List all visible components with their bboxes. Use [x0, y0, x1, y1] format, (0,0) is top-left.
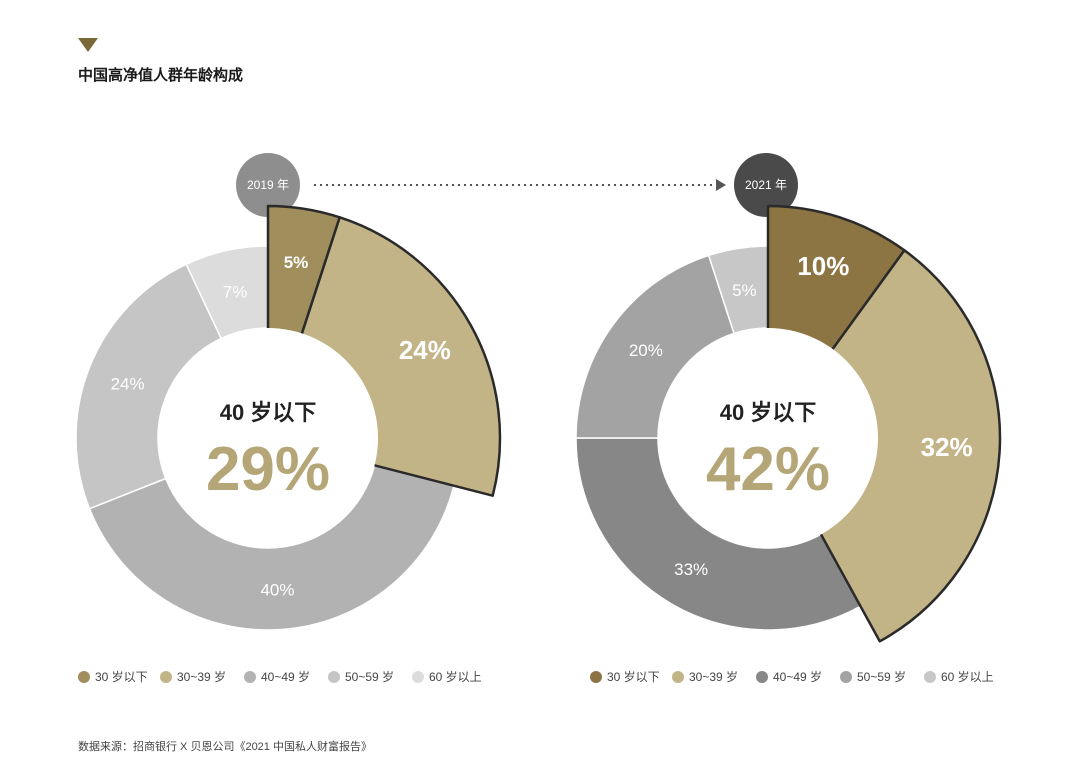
year-badge-2019	[236, 153, 300, 217]
slice-label-2021-4: 5%	[732, 281, 757, 300]
legend-2019: 30 岁以下 30~39 岁 40~49 岁 50~59 岁 60 岁以上	[78, 669, 482, 684]
donut-chart-2021: 10% 32% 33% 20% 5%	[575, 204, 1002, 643]
arrow-right-icon	[716, 179, 726, 191]
legend-label-1: 30~39 岁	[689, 669, 738, 684]
slice-label-2019-4: 7%	[223, 283, 248, 302]
legend-label-2: 40~49 岁	[773, 669, 822, 684]
pie-slice-2021-1	[766, 249, 1002, 643]
slice-label-2021-1: 32%	[921, 432, 973, 462]
legend-label-0: 30 岁以下	[607, 669, 660, 684]
triangle-marker-icon	[78, 38, 98, 52]
center-label-2021: 40 岁以下	[720, 400, 817, 425]
legend-label-1: 30~39 岁	[177, 669, 226, 684]
slice-label-2019-3: 24%	[111, 374, 145, 393]
legend-swatch-3	[328, 671, 340, 683]
center-value-2019: 29%	[206, 435, 330, 504]
legend-swatch-3	[840, 671, 852, 683]
legend-2021: 30 岁以下 30~39 岁 40~49 岁 50~59 岁 60 岁以上	[590, 669, 994, 684]
legend-swatch-4	[924, 671, 936, 683]
slice-label-2021-3: 20%	[629, 341, 663, 360]
legend-swatch-1	[672, 671, 684, 683]
year-label-2019: 2019 年	[247, 178, 289, 192]
slice-label-2019-2: 40%	[260, 581, 294, 600]
legend-swatch-2	[244, 671, 256, 683]
donut-chart-2019: 5% 24% 40% 24% 7%	[75, 204, 502, 631]
source-note: 数据来源：招商银行 X 贝恩公司《2021 中国私人财富报告》	[78, 739, 372, 753]
legend-swatch-0	[78, 671, 90, 683]
center-value-2021: 42%	[706, 435, 830, 504]
year-label-2021: 2021 年	[745, 178, 787, 192]
legend-label-3: 50~59 岁	[345, 669, 394, 684]
legend-label-3: 50~59 岁	[857, 669, 906, 684]
slice-label-2021-2: 33%	[674, 560, 708, 579]
legend-label-2: 40~49 岁	[261, 669, 310, 684]
donut-hole	[158, 328, 378, 548]
legend-swatch-4	[412, 671, 424, 683]
legend-swatch-0	[590, 671, 602, 683]
year-badge-2021	[734, 153, 798, 217]
slice-label-2021-0: 10%	[797, 251, 849, 281]
legend-swatch-1	[160, 671, 172, 683]
slice-label-2019-0: 5%	[284, 253, 309, 272]
donut-hole	[658, 328, 878, 548]
legend-swatch-2	[756, 671, 768, 683]
legend-label-0: 30 岁以下	[95, 669, 148, 684]
slice-label-2019-1: 24%	[399, 335, 451, 365]
center-label-2019: 40 岁以下	[220, 400, 317, 425]
legend-label-4: 60 岁以上	[941, 669, 994, 684]
legend-label-4: 60 岁以上	[429, 669, 482, 684]
chart-title: 中国高净值人群年龄构成	[78, 66, 243, 84]
